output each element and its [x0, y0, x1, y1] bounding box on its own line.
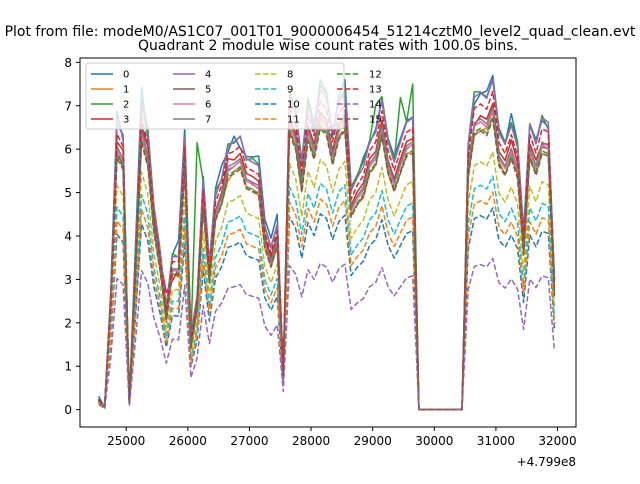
series-line-14	[98, 257, 556, 411]
legend-label-2: 2	[123, 100, 129, 111]
legend-label-5: 5	[205, 85, 211, 96]
y-tick-label: 4	[64, 229, 72, 243]
y-tick-label: 8	[64, 56, 72, 70]
legend-label-9: 9	[287, 85, 293, 96]
series-line-10	[98, 207, 556, 411]
y-tick-label: 7	[64, 99, 72, 113]
legend-label-4: 4	[205, 70, 211, 81]
legend-label-10: 10	[287, 100, 300, 111]
x-tick-label: 31000	[477, 434, 515, 448]
x-tick-label: 32000	[538, 434, 576, 448]
plot-frame	[79, 57, 577, 428]
series-line-11	[97, 191, 556, 411]
legend-label-1: 1	[123, 85, 129, 96]
legend-label-8: 8	[287, 70, 293, 81]
series-line-8	[97, 151, 556, 411]
series-line-15	[97, 118, 556, 411]
x-axis-offset-text: +4.799e8	[517, 455, 576, 469]
legend-label-7: 7	[205, 115, 211, 126]
y-tick-label: 6	[64, 143, 72, 157]
figure-suptitle: Plot from file: modeM0/AS1C07_001T01_900…	[5, 24, 636, 40]
series-line-9	[97, 175, 556, 411]
x-tick-label: 26000	[169, 434, 207, 448]
legend-label-0: 0	[123, 70, 129, 81]
chart-title: Quadrant 2 module wise count rates with …	[138, 38, 518, 54]
legend-label-11: 11	[287, 115, 300, 126]
y-axis: 0 1 2 3 4 5 6 7 8	[64, 56, 80, 417]
y-tick-label: 5	[64, 186, 72, 200]
legend-box	[85, 62, 345, 130]
x-tick-label: 30000	[415, 434, 453, 448]
series-line-12	[97, 115, 556, 411]
legend-label-12: 12	[369, 70, 382, 81]
x-tick-label: 27000	[230, 434, 268, 448]
y-tick-label: 1	[64, 360, 72, 374]
legend-label-15: 15	[369, 115, 382, 126]
legend-label-13: 13	[369, 85, 382, 96]
legend-label-3: 3	[123, 115, 129, 126]
legend-label-6: 6	[205, 100, 211, 111]
x-tick-label: 28000	[292, 434, 330, 448]
x-tick-label: 29000	[354, 434, 392, 448]
y-tick-label: 2	[64, 316, 72, 330]
y-tick-label: 0	[64, 403, 72, 417]
y-tick-label: 3	[64, 273, 72, 287]
legend-label-14: 14	[369, 100, 382, 111]
series-line-13	[97, 90, 556, 411]
x-axis: 25000 26000 27000 28000 29000 30000 31000 32000	[107, 427, 577, 448]
x-tick-label: 25000	[107, 434, 145, 448]
